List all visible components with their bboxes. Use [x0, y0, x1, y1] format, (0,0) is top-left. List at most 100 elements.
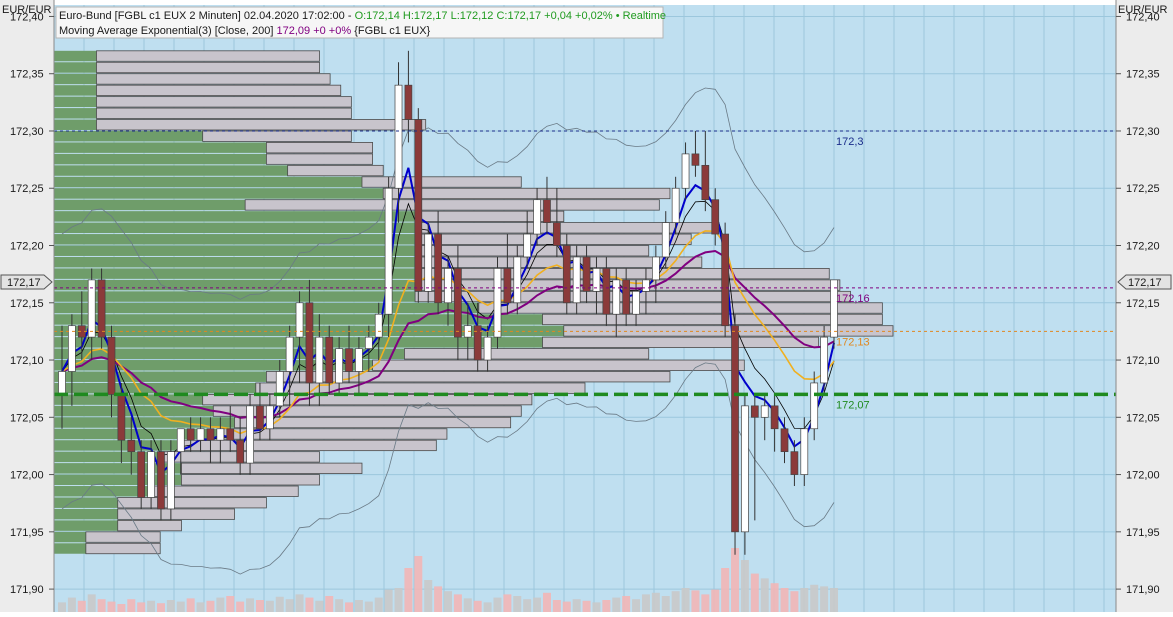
- candle-up: [612, 279, 621, 315]
- left-price-axis[interactable]: 172,40 172,35 172,30 172,25 172,20 172,15 172,…: [10, 11, 54, 596]
- profile-bar-grey: [542, 336, 820, 348]
- candle-down: [256, 405, 264, 430]
- candle-down: [117, 394, 126, 441]
- volume-bar: [513, 596, 522, 612]
- profile-bar-grey: [234, 416, 512, 429]
- profile-bar-green: [54, 256, 416, 268]
- profile-bar-green: [54, 108, 97, 119]
- tick-label: 172,40: [10, 11, 44, 23]
- candle-down: [404, 84, 413, 120]
- candle-up: [68, 325, 76, 372]
- candle-up: [265, 405, 274, 430]
- volume-bar: [246, 598, 255, 612]
- volume-bar: [424, 580, 433, 612]
- profile-bar-green: [54, 119, 97, 130]
- candle-down: [157, 451, 165, 510]
- volume-bar: [305, 597, 314, 612]
- candle-up: [810, 382, 819, 430]
- volume-bar: [444, 591, 452, 612]
- profile-bar-green: [54, 394, 203, 405]
- volume-bar: [206, 600, 215, 612]
- profile-bar-grey: [265, 142, 373, 154]
- chart-legend[interactable]: Euro-Bund [FGBL c1 EUX 2 Minuten] 02.04.…: [55, 6, 666, 39]
- profile-bar-grey: [202, 130, 352, 142]
- profile-bar-green: [54, 348, 405, 360]
- candle-up: [820, 336, 828, 384]
- profile-bar-grey: [255, 382, 586, 394]
- candle-up: [513, 256, 522, 304]
- candle-up: [651, 256, 660, 281]
- profile-bar-grey: [96, 107, 352, 119]
- realtime-label: Realtime: [623, 10, 666, 22]
- candle-down: [345, 348, 353, 372]
- volume-bar: [760, 578, 769, 612]
- indicator-value: 172,09 +0 +0%: [277, 25, 352, 37]
- volume-bar: [523, 599, 532, 612]
- profile-bar-green: [54, 62, 97, 73]
- volume-bar: [226, 596, 235, 612]
- volume-bar: [127, 599, 136, 612]
- candle-up: [493, 268, 502, 338]
- legend-line-2: Moving Average Exponential(3) [Close, 20…: [59, 25, 431, 37]
- volume-bar: [632, 599, 641, 612]
- candle-up: [533, 199, 541, 235]
- volume-bar: [354, 600, 363, 612]
- profile-bar-green: [54, 474, 182, 486]
- profile-bar-green: [54, 486, 150, 497]
- profile-bar-green: [54, 531, 86, 543]
- right-price-axis[interactable]: 172,40 172,35 172,30 172,25 172,20 172,15 172,…: [1116, 11, 1160, 596]
- price-level-label: 172,07: [836, 399, 870, 411]
- tick-label: 172,35: [10, 69, 44, 81]
- profile-bar-grey: [85, 531, 161, 543]
- price-level-label: 172,16: [836, 293, 870, 305]
- candle-up: [444, 268, 452, 304]
- volume-bar: [295, 594, 304, 612]
- volume-bar: [592, 602, 601, 612]
- profile-bar-grey: [372, 359, 745, 371]
- tick-label: 172,30: [10, 126, 44, 138]
- volume-bar: [404, 568, 413, 612]
- profile-bar-green: [54, 417, 235, 428]
- volume-bar: [572, 599, 581, 612]
- candle-up: [176, 428, 185, 453]
- last-price-marker-left: 172,17: [0, 274, 53, 290]
- volume-bar: [156, 603, 165, 612]
- profile-bar-grey: [181, 474, 320, 486]
- candle-down: [691, 153, 700, 166]
- volume-bar: [780, 588, 789, 612]
- candle-up: [275, 371, 284, 407]
- volume-bar: [176, 601, 185, 612]
- volume-bar: [117, 604, 126, 612]
- profile-bar-grey: [265, 371, 671, 383]
- profile-bar-green: [54, 199, 246, 211]
- profile-bar-green: [54, 508, 118, 520]
- volume-bar: [790, 591, 799, 612]
- volume-bar: [691, 590, 700, 612]
- profile-bar-green: [54, 96, 97, 108]
- tick-label: 172,25: [10, 183, 44, 195]
- volume-bar: [750, 573, 759, 612]
- candle-up: [681, 153, 690, 189]
- candle-down: [770, 405, 779, 430]
- tick-label: 172,20: [10, 241, 44, 253]
- volume-bar: [345, 602, 354, 612]
- volume-bar: [671, 591, 680, 612]
- volume-bar: [374, 597, 383, 612]
- volume-bar: [453, 594, 462, 612]
- profile-bar-grey: [287, 164, 384, 177]
- indicator-source: {FGBL c1 EUX}: [354, 25, 430, 37]
- volume-bar: [97, 599, 106, 612]
- profile-bar-green: [54, 337, 543, 348]
- profile-bar-grey: [117, 497, 267, 509]
- volume-bar: [463, 598, 472, 612]
- candle-up: [216, 428, 225, 441]
- candle-down: [780, 428, 789, 453]
- volume-bar: [830, 588, 838, 612]
- volume-bar: [820, 586, 829, 612]
- volume-bar: [562, 601, 571, 612]
- candle-down: [226, 428, 235, 441]
- candle-down: [790, 451, 799, 475]
- profile-bar-grey: [96, 96, 352, 108]
- profile-bar-green: [54, 497, 118, 508]
